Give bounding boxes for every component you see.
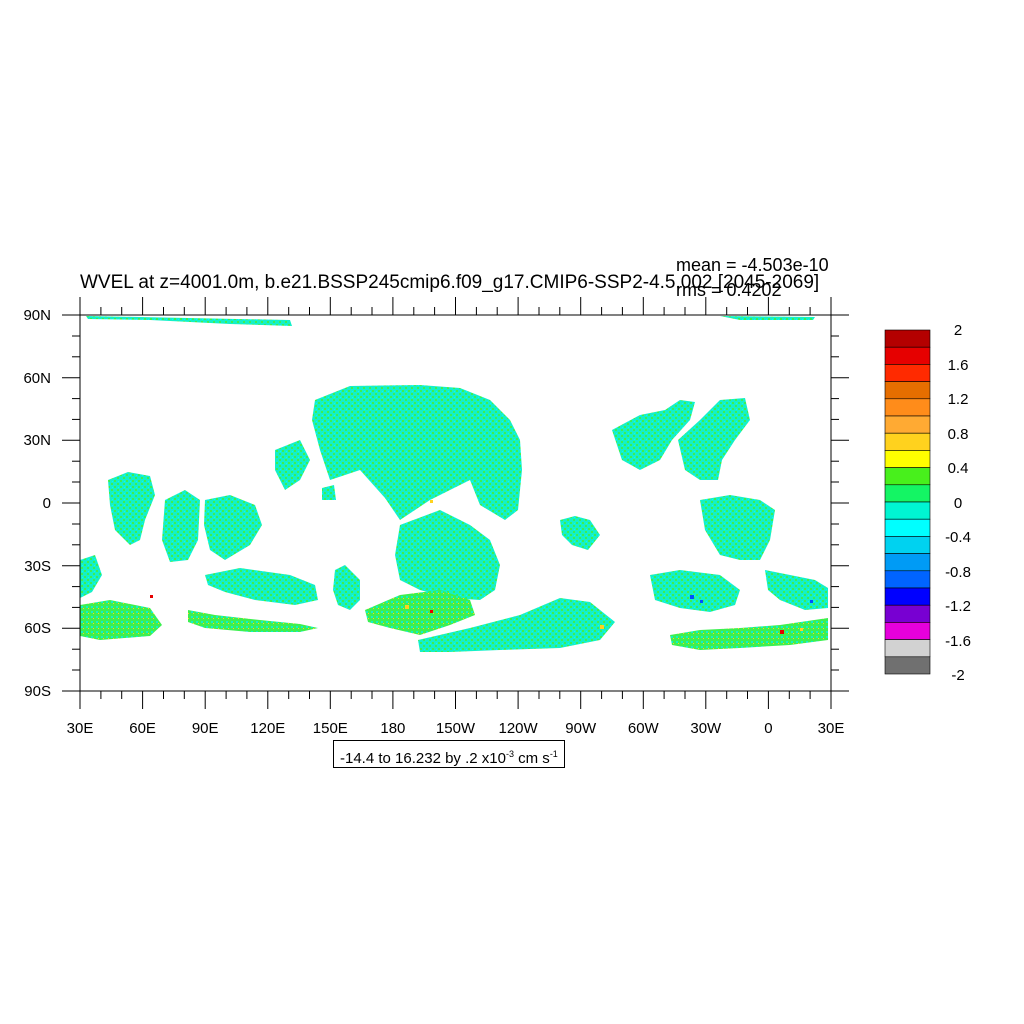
rms-stat: rms = 0.4202: [676, 280, 782, 300]
colorbar-swatch: [884, 346, 931, 365]
cb-label-neg-0-8: -0.8: [945, 564, 971, 581]
x-label-60e: 60E: [129, 720, 156, 737]
field-so-pacific: [365, 590, 475, 635]
field-west-edge: [80, 555, 102, 598]
field-indian-south: [205, 568, 318, 605]
x-label-60w: 60W: [628, 720, 660, 737]
field-small-pacific: [322, 485, 336, 500]
colorbar: [884, 329, 931, 675]
field-arctic-west: [86, 316, 292, 326]
colorbar-swatch: [884, 381, 931, 400]
field-accents: [150, 500, 813, 634]
cb-label-neg-0-4: -0.4: [945, 529, 971, 546]
x-label-30w: 30W: [690, 720, 722, 737]
field-indian-1: [162, 490, 200, 562]
y-axis-labels: 90N 60N 30N 0 30S 60S 90S: [23, 307, 51, 700]
colorbar-swatch: [884, 432, 931, 451]
contour-info-units-exponent: -1: [549, 749, 558, 759]
x-label-90w: 90W: [565, 720, 597, 737]
field-nw-pacific: [275, 440, 310, 490]
field-east-south-atlantic: [765, 570, 828, 610]
contour-info-box: -14.4 to 16.232 by .2 x10-3 cm s-1: [333, 740, 565, 768]
y-label-60s: 60S: [24, 620, 51, 637]
colorbar-swatch: [884, 484, 931, 503]
y-label-90s: 90S: [24, 683, 51, 700]
field-west-indian: [108, 472, 155, 545]
cb-label-1-6: 1.6: [948, 357, 969, 374]
colorbar-swatch: [884, 467, 931, 486]
contour-info-exponent: -3: [505, 749, 514, 759]
x-label-30e: 30E: [67, 720, 94, 737]
field-atlantic-equatorial: [700, 495, 775, 560]
colorbar-swatch: [884, 570, 931, 589]
x-label-0: 0: [764, 720, 772, 737]
y-label-90n: 90N: [23, 307, 51, 324]
field-arctic-east: [720, 316, 815, 320]
field-so-far-east: [560, 516, 600, 550]
x-label-90e: 90E: [192, 720, 219, 737]
colorbar-labels: 2 1.6 1.2 0.8 0.4 0 -0.4 -0.8 -1.2 -1.6 …: [945, 322, 971, 684]
field-weddell: [670, 618, 828, 650]
field-tasman: [333, 565, 360, 610]
x-label-120e: 120E: [250, 720, 285, 737]
field-north-atlantic: [612, 400, 695, 470]
colorbar-swatch: [884, 536, 931, 554]
cb-label-0-8: 0.8: [948, 426, 969, 443]
colorbar-swatch: [884, 604, 931, 623]
colorbar-swatch: [884, 398, 931, 417]
field-so-indian-1: [80, 600, 162, 640]
x-label-150w: 150W: [436, 720, 476, 737]
x-label-150e: 150E: [313, 720, 348, 737]
y-axis: [62, 314, 849, 692]
mean-stat: mean = -4.503e-10: [676, 255, 829, 275]
colorbar-swatch: [884, 364, 931, 382]
field-south-atlantic: [650, 570, 740, 612]
colorbar-swatch: [884, 587, 931, 606]
x-label-120w: 120W: [499, 720, 539, 737]
cb-label-1-2: 1.2: [948, 391, 969, 408]
map-title: WVEL at z=4001.0m, b.e21.BSSP245cmip6.f0…: [80, 272, 820, 293]
colorbar-swatch: [884, 501, 931, 520]
colorbar-swatch: [884, 622, 931, 640]
y-label-eq: 0: [43, 495, 51, 512]
colorbar-swatch: [884, 656, 931, 675]
cb-label-2: 2: [954, 322, 962, 339]
y-label-30n: 30N: [23, 432, 51, 449]
velocity-field: [80, 316, 828, 652]
colorbar-swatch: [884, 450, 931, 468]
colorbar-swatch: [884, 553, 931, 572]
colorbar-swatch: [884, 639, 931, 658]
x-label-30e-end: 30E: [818, 720, 845, 737]
cb-label-0: 0: [954, 495, 962, 512]
field-atlantic-mid: [678, 398, 750, 480]
contour-info-range: -14.4 to 16.232 by .2 x10: [340, 750, 506, 767]
x-label-180: 180: [380, 720, 405, 737]
cb-label-0-4: 0.4: [948, 460, 969, 477]
cb-label-neg-1-2: -1.2: [945, 598, 971, 615]
field-so-east-pacific: [418, 598, 615, 652]
field-south-pacific: [395, 510, 500, 600]
cb-label-neg-1-6: -1.6: [945, 633, 971, 650]
cb-label-neg-2: -2: [951, 667, 964, 684]
field-so-indian-2: [188, 610, 318, 632]
y-label-60n: 60N: [23, 370, 51, 387]
x-axis-labels: 30E 60E 90E 120E 150E 180 150W 120W 90W …: [67, 720, 845, 737]
colorbar-swatch: [884, 329, 931, 348]
field-north-pacific: [312, 385, 522, 520]
field-indian-2: [204, 495, 262, 560]
colorbar-swatch: [884, 518, 931, 537]
x-axis: [79, 297, 832, 709]
contour-info-units: cm s: [513, 750, 550, 767]
colorbar-swatch: [884, 415, 931, 434]
y-label-30s: 30S: [24, 558, 51, 575]
